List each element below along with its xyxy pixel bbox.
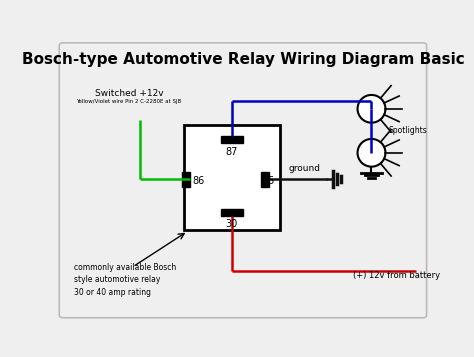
Ellipse shape (357, 139, 385, 167)
Bar (221, 136, 243, 143)
Bar (182, 172, 191, 187)
Text: Switched +12v: Switched +12v (95, 89, 164, 98)
Text: 85: 85 (263, 176, 275, 186)
Bar (261, 172, 269, 187)
Text: Yellow/Violet wire Pin 2 C-2280E at SJB: Yellow/Violet wire Pin 2 C-2280E at SJB (76, 99, 182, 104)
Text: 87: 87 (226, 147, 238, 157)
Text: 30: 30 (226, 219, 238, 229)
Text: 86: 86 (192, 176, 205, 186)
Bar (221, 209, 243, 216)
Text: ground: ground (289, 165, 321, 174)
FancyBboxPatch shape (59, 43, 427, 318)
Text: commonly available Bosch
style automotive relay
30 or 40 amp rating: commonly available Bosch style automotiv… (74, 263, 176, 297)
Bar (184, 125, 280, 230)
Text: Bosch-type Automotive Relay Wiring Diagram Basic: Bosch-type Automotive Relay Wiring Diagr… (21, 52, 465, 67)
Text: (+) 12v from battery: (+) 12v from battery (353, 271, 440, 280)
Ellipse shape (357, 95, 385, 123)
Text: Spotlights: Spotlights (388, 126, 427, 135)
